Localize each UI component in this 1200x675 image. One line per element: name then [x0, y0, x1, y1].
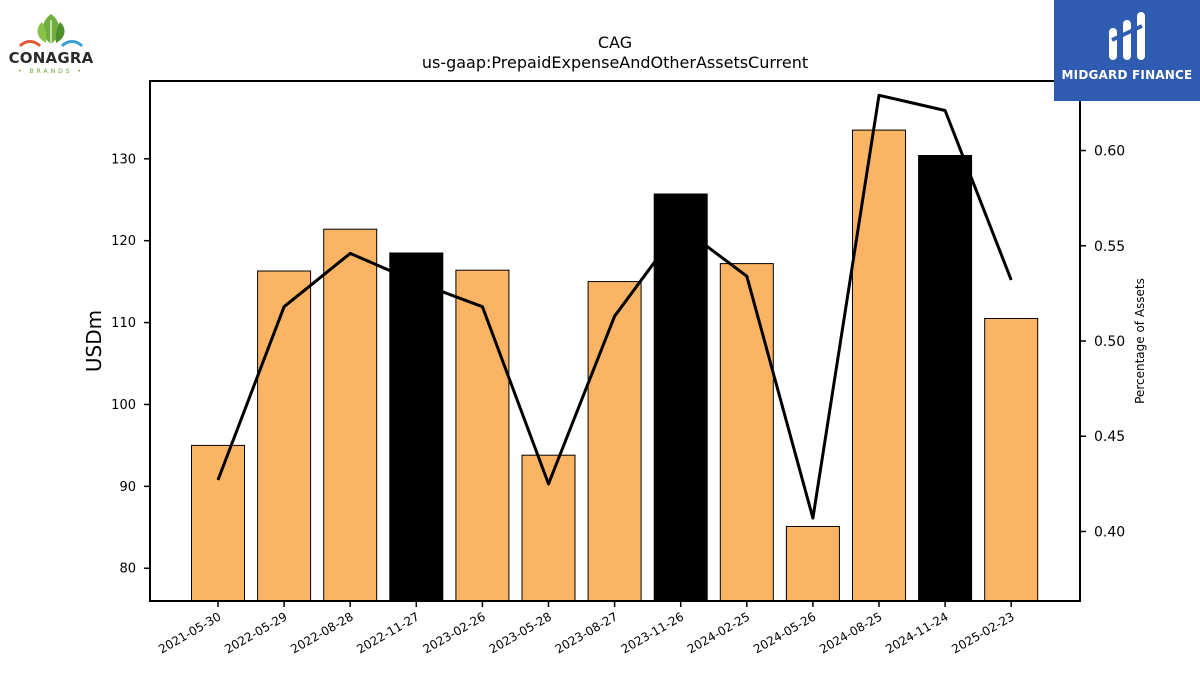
bar-2022-05-29 [257, 270, 312, 602]
y-axis-left: 80 90 100 110 120 130 [111, 152, 150, 577]
x-tick-label: 2022-08-28 [288, 609, 355, 656]
bar-2022-08-28 [323, 228, 378, 602]
y2-tick-label: 0.55 [1094, 239, 1125, 255]
midgard-wordmark: MIDGARD FINANCE [1061, 68, 1193, 82]
y-tick-label: 80 [119, 562, 136, 577]
x-tick-label: 2023-05-28 [487, 609, 554, 656]
y-tick-label: 100 [111, 398, 136, 413]
x-tick-label: 2023-11-26 [619, 609, 686, 656]
x-tick-label: 2021-05-30 [156, 609, 223, 656]
conagra-wordmark: CONAGRA [8, 49, 94, 67]
conagra-logo: CONAGRA • BRANDS • [4, 6, 98, 75]
x-tick-label: 2022-11-27 [354, 609, 421, 656]
bar-2024-02-25 [719, 263, 774, 602]
y-tick-label: 120 [111, 234, 136, 249]
x-axis: 2021-05-302022-05-292022-08-282022-11-27… [156, 601, 1017, 656]
x-tick-label: 2024-02-25 [685, 609, 752, 656]
bar-2024-11-24 [918, 155, 973, 602]
bar-2023-05-28 [521, 454, 576, 602]
x-tick-label: 2023-02-26 [420, 609, 487, 656]
chart-subtitle: us-gaap:PrepaidExpenseAndOtherAssetsCurr… [422, 53, 808, 72]
midgard-logo: MIDGARD FINANCE [1054, 0, 1200, 101]
x-tick-label: 2025-02-23 [949, 609, 1016, 656]
x-tick-label: 2024-05-26 [751, 609, 818, 656]
x-tick-label: 2024-08-25 [817, 609, 884, 656]
y-tick-label: 110 [111, 316, 136, 331]
bar-2024-08-25 [852, 129, 906, 602]
y2-tick-label: 0.40 [1094, 524, 1125, 540]
x-tick-label: 2024-11-24 [883, 609, 950, 656]
y2-axis-label: Percentage of Assets [1133, 278, 1147, 404]
conagra-subtitle: • BRANDS • [18, 68, 84, 75]
y2-tick-label: 0.50 [1094, 334, 1125, 350]
ratio-line [216, 93, 1013, 520]
bar-2024-05-26 [785, 526, 840, 602]
bars-layer [191, 129, 1039, 602]
leaf-icon [18, 14, 84, 48]
bar-2023-11-26 [653, 193, 708, 602]
y-axis-label: USDm [82, 310, 106, 372]
bar-2025-02-23 [984, 318, 1039, 602]
bar-2021-05-30 [191, 444, 245, 602]
bar-2022-11-27 [389, 252, 444, 602]
y-tick-label: 90 [119, 480, 136, 495]
y2-tick-label: 0.45 [1094, 429, 1125, 445]
y-tick-label: 130 [111, 152, 136, 167]
x-tick-label: 2023-08-27 [553, 609, 620, 656]
bar-2023-02-26 [455, 269, 510, 602]
midgard-mark-icon [1109, 12, 1145, 60]
x-tick-label: 2022-05-29 [222, 609, 289, 656]
y-axis-right: 0.40 0.45 0.50 0.55 0.60 [1080, 144, 1125, 540]
bar-2023-08-27 [587, 281, 642, 602]
y2-tick-label: 0.60 [1094, 144, 1125, 160]
chart-title: CAG [598, 33, 632, 52]
